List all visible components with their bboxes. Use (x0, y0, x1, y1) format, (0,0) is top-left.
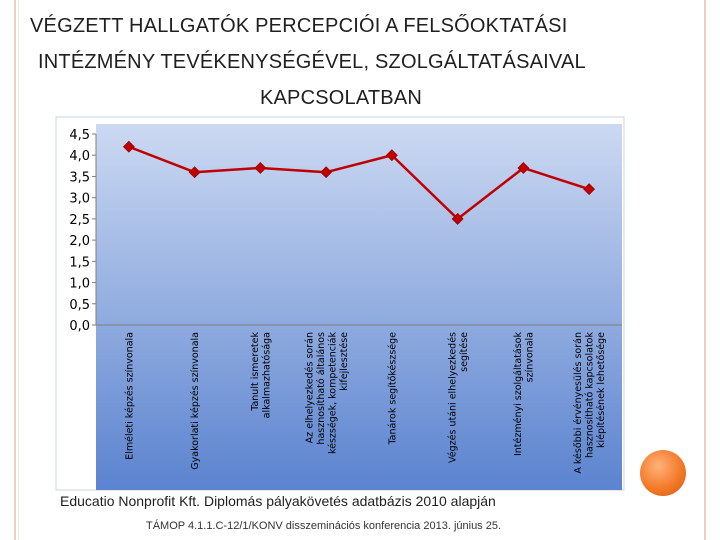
x-axis-labels: Elméleti képzés színvonala Gyakorlati kép… (124, 332, 607, 474)
x-category-label-line: Elméleti képzés színvonala (124, 332, 135, 460)
orange-orb-decoration (640, 450, 686, 496)
data-point (517, 162, 530, 174)
x-category-label: Tanult ismeretek alkalmazhatósága (250, 332, 273, 419)
x-category-label-line: Intézményi szolgáltatások (513, 332, 524, 457)
x-category-label-line: alkalmazhatósága (262, 332, 273, 418)
y-tick-label: 2,5 (69, 213, 90, 228)
title-line-1: VÉGZETT HALLGATÓK PERCEPCIÓI A FELSŐOKTA… (30, 15, 568, 37)
y-tick-label: 1,5 (69, 255, 90, 270)
x-category-label-line: kiépítésének lehetősége (596, 332, 607, 448)
series-group (122, 140, 596, 225)
x-category-label: Az elhelyezkedés során hasznosítható álta… (304, 332, 350, 455)
x-category-label-line: Gyakorlati képzés színvonala (190, 332, 201, 470)
x-category-label-line: Az elhelyezkedés során (304, 332, 315, 443)
data-point (254, 162, 267, 174)
x-category-label: Intézményi szolgáltatások színvonala (513, 332, 536, 457)
y-tick-label: 3,5 (69, 170, 90, 185)
x-category-label: Tanárok segítőkészsége (387, 332, 398, 446)
y-tick-label: 1,0 (69, 277, 90, 292)
x-category-label-line: Tanárok segítőkészsége (387, 332, 398, 446)
data-point (188, 166, 201, 179)
series-line (128, 145, 590, 221)
x-category-label-line: Tanult ismeretek (250, 332, 261, 412)
x-category-label-line: hasznosítható kapcsolatok (585, 332, 596, 458)
x-category-label-line: segítése (459, 332, 470, 372)
y-tick-label: 2,0 (69, 234, 90, 249)
x-category-label: Végzés utáni elhelyezkedés segítése (447, 332, 470, 463)
x-category-label-line: hasznosítható általános (316, 332, 327, 445)
x-category-label-line: A későbbi érvényesülés során (573, 332, 584, 474)
right-decorative-rule (704, 0, 706, 540)
data-point (122, 140, 135, 153)
x-category-label-line: színvonala (525, 332, 536, 382)
data-point (320, 166, 333, 179)
y-tick-label: 3,0 (69, 192, 90, 207)
title-line-3: KAPCSOLATBAN (259, 87, 423, 109)
y-tick-label: 0,5 (69, 298, 90, 313)
y-tick-label: 4,0 (69, 149, 90, 164)
x-category-label: Elméleti képzés színvonala (124, 332, 135, 460)
data-point (451, 212, 464, 225)
title-line-2: INTÉZMÉNY TEVÉKENYSÉGÉVEL, SZOLGÁLTATÁSA… (38, 51, 586, 73)
x-category-label: A későbbi érvényesülés során hasznosíthat… (573, 332, 607, 474)
x-category-label-line: Végzés utáni elhelyezkedés (447, 332, 458, 463)
left-decorative-rule-thin (18, 0, 19, 540)
x-category-label-line: kifejlesztése (339, 332, 350, 391)
page-title: VÉGZETT HALLGATÓK PERCEPCIÓI A FELSŐOKTA… (30, 8, 660, 116)
plot-area (96, 124, 622, 490)
y-axis: 0,0 0,5 1,0 1,5 2,0 2,5 3,0 3,5 4,0 4,5 (69, 128, 622, 334)
x-category-label-line: készségek, kompetenciák (327, 332, 338, 455)
left-decorative-rule (14, 0, 16, 540)
y-tick-label: 4,5 (69, 128, 90, 143)
data-point (583, 183, 596, 196)
footer-note: TÁMOP 4.1.1.C-12/1/KONV disszeminációs k… (146, 520, 502, 532)
x-category-label: Gyakorlati képzés színvonala (190, 332, 201, 470)
source-note: Educatio Nonprofit Kft. Diplomás pályakö… (60, 493, 496, 509)
y-tick-label: 0,0 (69, 319, 90, 334)
data-point (385, 149, 398, 162)
